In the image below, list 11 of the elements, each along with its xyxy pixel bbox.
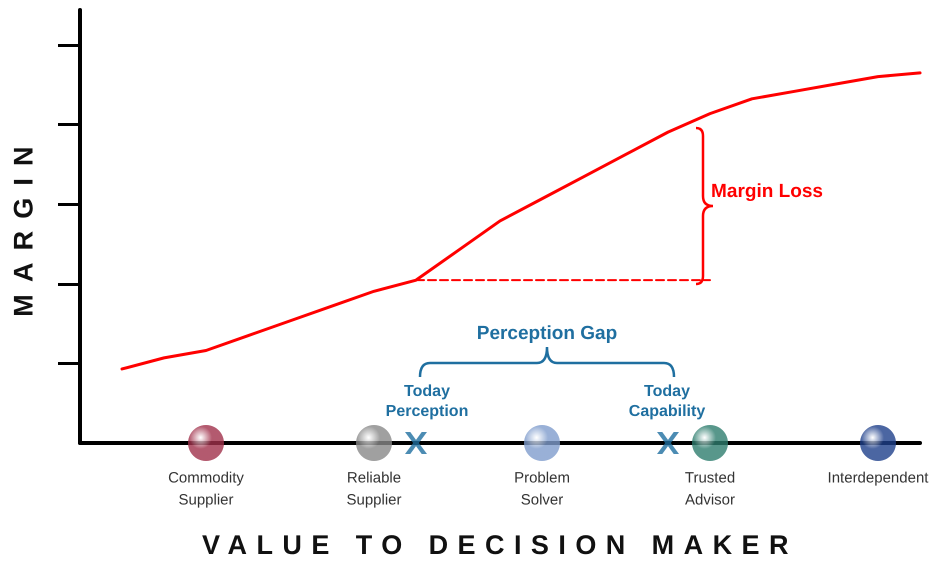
annotation: Today Capability — [628, 382, 706, 422]
x-tick-label: Problem Solver — [514, 470, 570, 508]
annotation: Margin Loss — [710, 180, 824, 204]
x-tick-label: Trusted Advisor — [684, 470, 736, 508]
x-tick-label: Reliable Supplier — [346, 470, 402, 508]
annotation: Perception Gap — [476, 322, 618, 346]
x-tick-label: Interdependent — [828, 470, 930, 486]
x-tick-label: Commodity Supplier — [168, 470, 244, 508]
annotation: Today Perception — [384, 382, 470, 422]
x-axis-title: VALUE TO DECISION MAKER — [201, 530, 799, 561]
y-axis-title: MARGIN — [8, 134, 40, 316]
